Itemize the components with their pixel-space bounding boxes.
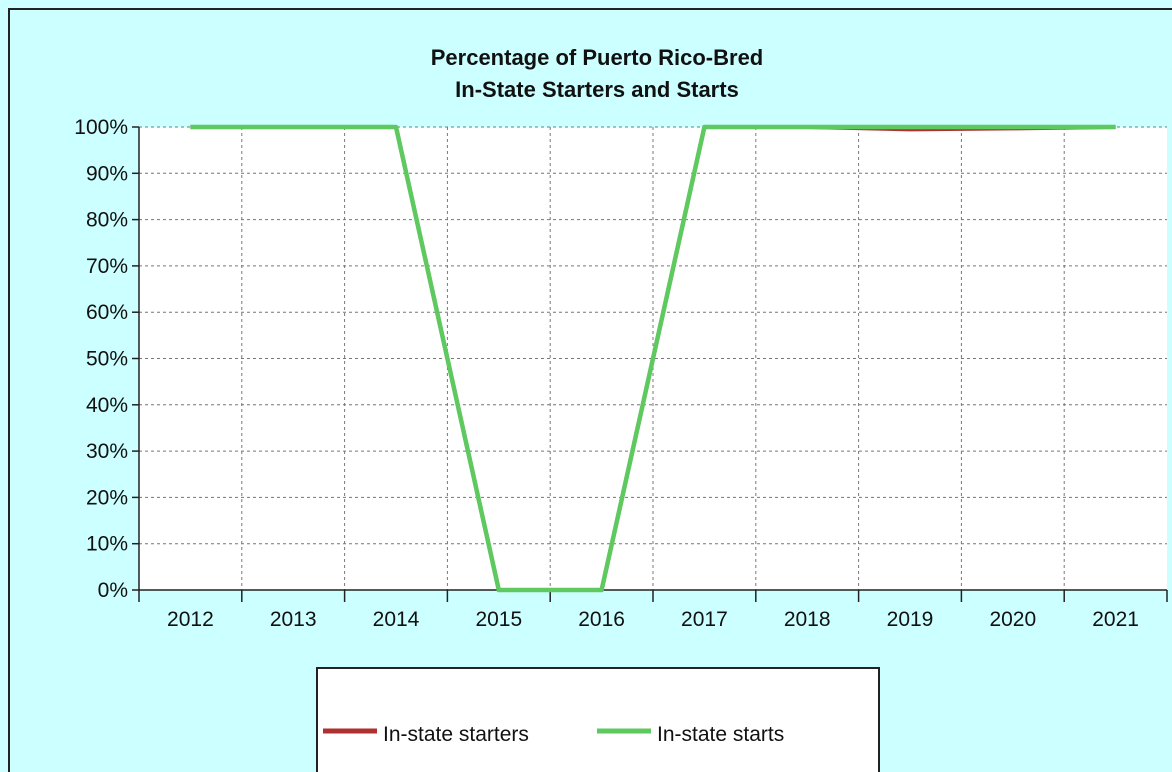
x-tick-label: 2018 xyxy=(784,608,831,631)
x-tick-label: 2021 xyxy=(1092,608,1139,631)
x-tick-label: 2016 xyxy=(578,608,625,631)
legend-label-in-state-starts: In-state starts xyxy=(657,723,784,746)
y-tick-label: 100% xyxy=(74,116,128,139)
chart-title-line-2: In-State Starters and Starts xyxy=(455,77,739,102)
y-tick-label: 20% xyxy=(86,486,128,509)
y-tick-label: 40% xyxy=(86,394,128,417)
y-tick-label: 90% xyxy=(86,162,128,185)
legend-label-in-state-starters: In-state starters xyxy=(383,723,529,746)
y-tick-label: 10% xyxy=(86,533,128,556)
y-tick-label: 30% xyxy=(86,440,128,463)
grid xyxy=(139,126,1167,590)
y-tick-label: 0% xyxy=(98,579,128,602)
y-tick-label: 80% xyxy=(86,209,128,232)
x-tick-label: 2014 xyxy=(373,608,420,631)
legend: In-state starters In-state starts xyxy=(316,667,880,772)
legend-box xyxy=(316,667,880,772)
y-tick-label: 70% xyxy=(86,255,128,278)
series xyxy=(190,124,1116,593)
series-line-in-state-starts xyxy=(190,124,1116,593)
chart-title-line-1: Percentage of Puerto Rico-Bred xyxy=(431,45,764,70)
axes: 0% 10% 20% 30% 40% 50% 60% 70% 80% 90% 100% 2012 201… xyxy=(74,116,1168,631)
x-tick-label: 2020 xyxy=(989,608,1036,631)
y-tick-label: 50% xyxy=(86,348,128,371)
x-tick-label: 2017 xyxy=(681,608,728,631)
x-tick-label: 2015 xyxy=(475,608,522,631)
x-tick-label: 2013 xyxy=(270,608,317,631)
y-tick-label: 60% xyxy=(86,301,128,324)
x-tick-label: 2019 xyxy=(887,608,934,631)
x-tick-label: 2012 xyxy=(167,608,214,631)
